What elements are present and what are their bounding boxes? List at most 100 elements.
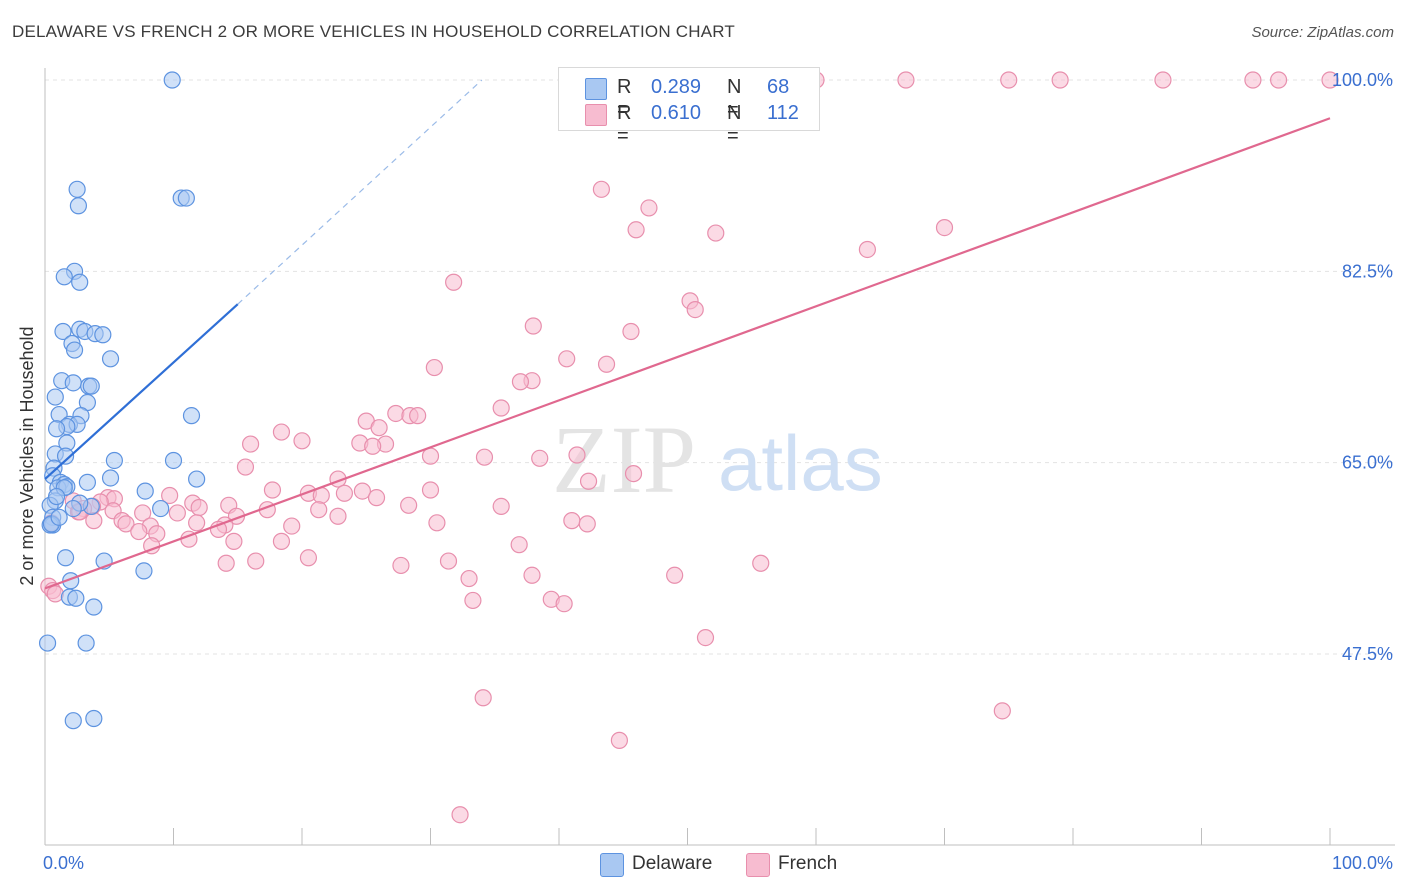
correlation-legend: R = 0.289 N = 68 R = 0.610 N = 112 <box>558 67 820 147</box>
delaware-point <box>71 273 89 291</box>
french-point <box>46 585 64 603</box>
french-point <box>492 497 510 515</box>
y-tick-label: 65.0% <box>1342 453 1393 473</box>
french-point <box>666 566 684 584</box>
french-point <box>190 498 208 517</box>
french-point <box>134 504 152 522</box>
french-point <box>524 317 542 335</box>
french-point <box>624 465 643 483</box>
delaware-swatch <box>585 78 607 100</box>
delaware-point <box>47 487 66 506</box>
delaware-point <box>188 470 206 488</box>
french-point <box>686 301 704 319</box>
delaware-point <box>38 634 57 652</box>
french-point <box>293 432 311 450</box>
french-point <box>696 628 715 647</box>
french-point <box>117 515 135 533</box>
x-tick-label: 0.0% <box>43 853 84 873</box>
french-point <box>511 373 530 391</box>
french-point <box>421 481 440 499</box>
french-point <box>272 532 291 550</box>
y-tick-label: 47.5% <box>1342 644 1393 664</box>
french-point <box>993 702 1011 720</box>
r-label: R = <box>617 76 632 121</box>
french-point <box>1154 71 1172 89</box>
n-label: N = <box>727 76 742 121</box>
french-point <box>531 449 549 467</box>
french-point <box>130 522 148 541</box>
french-point <box>225 532 243 550</box>
french-point <box>563 512 581 530</box>
french-point <box>578 515 596 533</box>
french-point <box>1321 71 1339 89</box>
r-label: R = <box>617 102 632 147</box>
french-point <box>310 501 328 519</box>
delaware-swatch <box>600 853 624 877</box>
french-point <box>409 407 427 425</box>
french-swatch <box>585 104 607 126</box>
french-point <box>475 448 494 466</box>
french-point <box>474 689 492 707</box>
french-point <box>188 514 206 532</box>
french-point <box>445 273 463 291</box>
delaware-point <box>64 499 82 518</box>
watermark: ZIP atlas <box>552 406 883 513</box>
french-point <box>510 536 528 554</box>
delaware-points <box>38 71 206 730</box>
delaware-point <box>135 562 153 580</box>
series-name: Delaware <box>632 853 713 874</box>
french-point <box>400 496 418 514</box>
french-point <box>897 71 915 89</box>
french-point <box>263 481 282 499</box>
french-point <box>592 180 611 198</box>
delaware-point <box>46 388 64 406</box>
french-point <box>1244 71 1262 89</box>
n-label: N = <box>727 102 742 147</box>
french-point <box>640 199 658 217</box>
french-point <box>558 350 576 368</box>
french-point <box>579 472 598 490</box>
delaware-point <box>164 451 183 470</box>
french-point <box>439 552 458 570</box>
trend-lines <box>44 79 1331 590</box>
y-axis-label: 2 or more Vehicles in Household <box>17 326 37 585</box>
delaware-point <box>64 374 82 392</box>
french-point <box>329 507 347 525</box>
french-point <box>935 219 954 237</box>
tick-labels: 47.5% 65.0% 82.5% 100.0% 0.0% 100.0% <box>43 70 1393 873</box>
french-point <box>85 512 103 530</box>
delaware-point <box>56 549 75 567</box>
french-swatch <box>746 853 770 877</box>
french-point <box>299 549 318 567</box>
french-point <box>460 569 478 588</box>
chart-title: DELAWARE VS FRENCH 2 OR MORE VEHICLES IN… <box>12 22 735 41</box>
delaware-point <box>50 508 68 526</box>
french-point <box>568 446 586 464</box>
watermark-atlas: atlas <box>718 419 883 507</box>
source-credit: Source: ZipAtlas.com <box>1251 24 1394 41</box>
french-point <box>622 322 640 341</box>
french-point <box>858 240 877 259</box>
delaware-point <box>64 712 82 730</box>
french-point <box>242 435 260 453</box>
french-point <box>752 554 770 572</box>
delaware-point <box>182 407 201 425</box>
french-point <box>283 517 301 535</box>
french-point <box>161 486 179 505</box>
french-point <box>1000 71 1018 89</box>
delaware-point <box>82 377 100 395</box>
delaware-trend-line <box>44 303 239 480</box>
french-point <box>428 514 446 532</box>
delaware-point <box>54 322 72 341</box>
delaware-point <box>136 482 154 500</box>
french-point <box>523 566 541 584</box>
y-tick-label: 82.5% <box>1342 261 1393 281</box>
delaware-point <box>77 634 95 652</box>
french-point <box>367 489 386 507</box>
french-point <box>247 552 265 570</box>
french-point <box>335 484 354 502</box>
french-point <box>597 355 616 373</box>
french-point <box>236 458 255 476</box>
french-point <box>610 731 628 749</box>
